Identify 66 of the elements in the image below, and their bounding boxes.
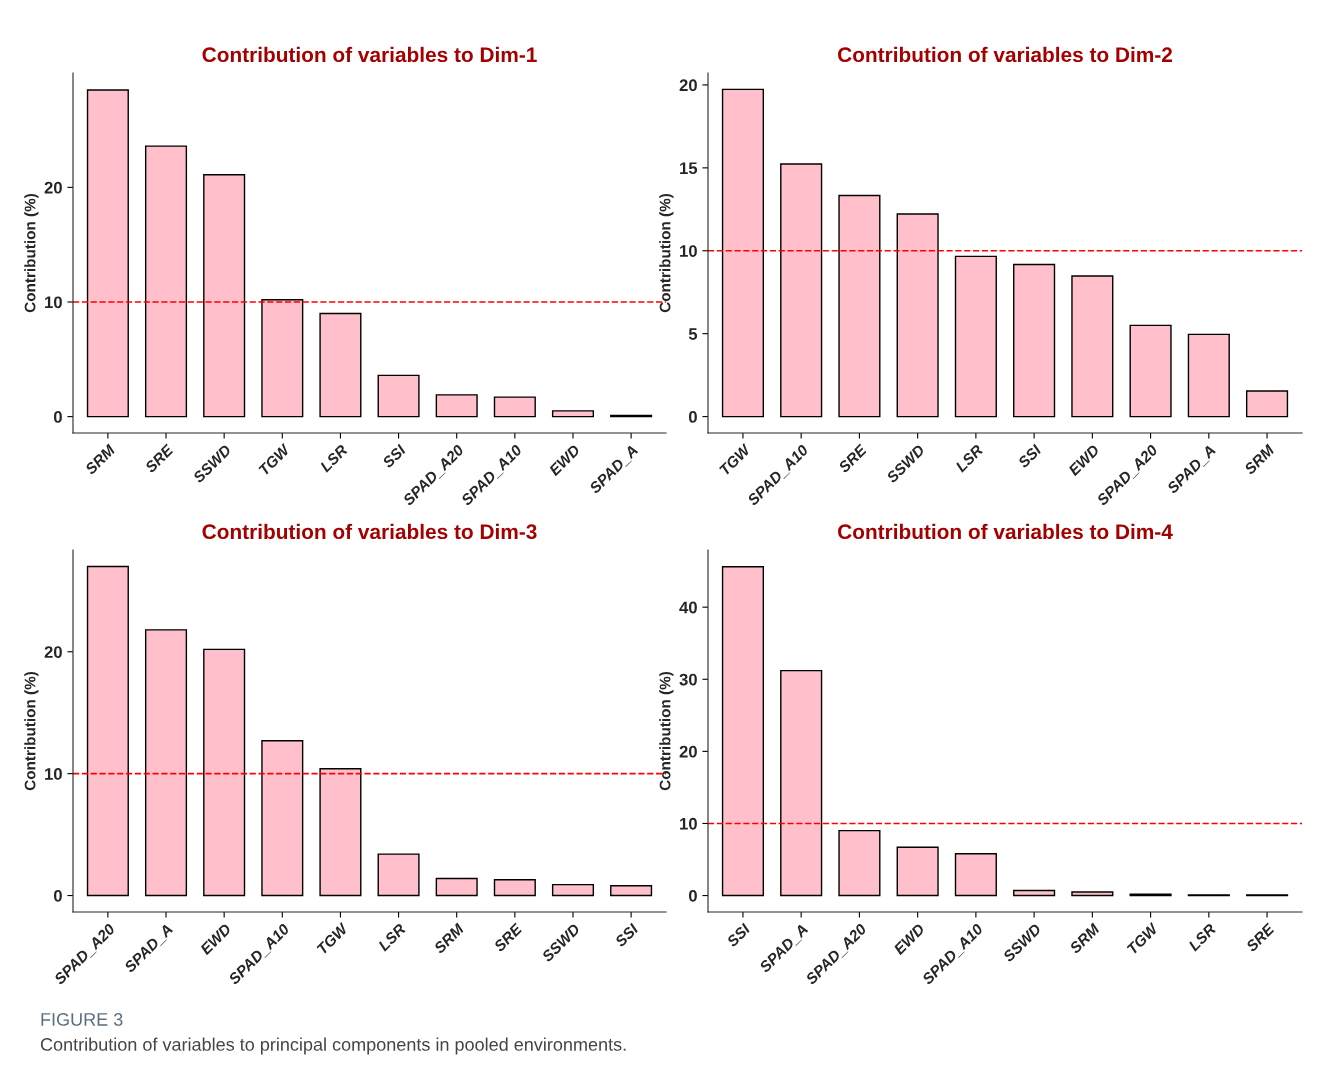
bar — [493, 396, 536, 418]
bar — [1013, 889, 1056, 897]
bar — [1013, 263, 1056, 418]
y-tick-label: 20 — [679, 79, 697, 92]
bar — [896, 213, 939, 418]
bar — [1071, 275, 1114, 418]
bar — [896, 846, 939, 897]
bar — [610, 885, 653, 897]
bar — [954, 255, 997, 418]
y-tick-label: 20 — [44, 181, 62, 194]
bar — [319, 768, 362, 897]
y-tick-label: 0 — [688, 889, 697, 902]
y-tick-label: 10 — [45, 296, 62, 309]
x-tick-label: SSI — [725, 922, 752, 948]
y-tick-label: 10 — [680, 245, 697, 257]
y-axis-title: Contribution (%) — [24, 671, 39, 791]
y-axis-title: Contribution (%) — [24, 193, 39, 313]
bar — [203, 648, 246, 897]
bar — [377, 853, 420, 897]
bar — [838, 194, 881, 418]
y-tick-label: 15 — [680, 162, 698, 175]
y-tick-label: 30 — [679, 673, 697, 686]
caption: FIGURE 3 — [41, 1013, 123, 1026]
text: Contribution of variables to principal components in pooled environments. — [40, 1037, 626, 1055]
bar — [86, 89, 129, 418]
y-axis-title: Contribution (%) — [659, 671, 674, 791]
y-tick-label: 0 — [53, 889, 62, 902]
bar — [780, 669, 823, 897]
bar — [1071, 891, 1114, 897]
bar — [377, 374, 420, 418]
bar — [144, 145, 188, 418]
y-tick-label: 10 — [680, 817, 697, 830]
bar — [261, 299, 304, 418]
y-axis-title: Contribution (%) — [659, 193, 674, 313]
y-tick-label: 5 — [688, 328, 698, 340]
bar — [721, 88, 765, 418]
bar — [1245, 390, 1289, 418]
bar — [86, 565, 129, 897]
y-tick-label: 10 — [45, 768, 62, 780]
bar — [435, 394, 478, 418]
y-tick-label: 0 — [53, 411, 62, 423]
chart-title: Contribution of variables to Dim-3 — [202, 523, 537, 540]
bar — [435, 877, 478, 897]
chart-title: Contribution of variables to Dim-4 — [838, 523, 1173, 540]
x-tick-label: SSI — [614, 922, 640, 948]
bar — [838, 829, 881, 897]
x-tick-label: SSI — [1017, 443, 1043, 469]
bar — [780, 163, 823, 418]
chart-title: Contribution of variables to Dim-2 — [838, 46, 1173, 63]
y-tick-label: 40 — [679, 601, 697, 614]
bar — [319, 312, 362, 418]
bar — [954, 853, 997, 897]
bar — [203, 174, 246, 418]
bar — [144, 629, 188, 897]
bar — [551, 883, 595, 897]
chart-title: Contribution of variables to Dim-1 — [202, 46, 537, 63]
y-tick-label: 0 — [688, 410, 697, 423]
y-tick-label: 20 — [679, 745, 697, 758]
x-tick-label: SSI — [381, 443, 407, 469]
bar — [721, 566, 765, 897]
bar — [493, 879, 536, 897]
bar — [551, 410, 595, 418]
bar — [1129, 324, 1172, 418]
bar — [261, 740, 304, 897]
bar — [1187, 333, 1230, 418]
y-tick-label: 20 — [44, 646, 62, 658]
